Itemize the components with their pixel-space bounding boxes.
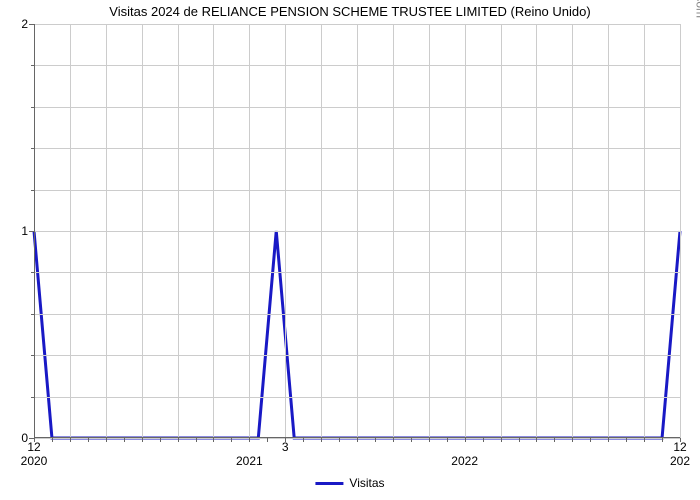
gridline-horizontal (34, 107, 680, 108)
y-axis-line (34, 24, 35, 438)
x-minor-tick-mark (160, 438, 161, 442)
gridline-horizontal (34, 231, 680, 232)
gridline-horizontal (34, 148, 680, 149)
x-minor-tick-mark (519, 438, 520, 442)
gridline-horizontal (34, 190, 680, 191)
x-minor-tick-mark (267, 438, 268, 442)
y-minor-tick-mark (31, 272, 34, 273)
x-minor-tick-mark (554, 438, 555, 442)
x-minor-tick-mark (501, 438, 502, 442)
x-minor-tick-mark (88, 438, 89, 442)
x-minor-tick-mark (536, 438, 537, 442)
x-minor-tick-mark (106, 438, 107, 442)
y-tick-label: 2 (21, 17, 28, 31)
x-minor-tick-mark (608, 438, 609, 442)
x-minor-tick-mark (662, 438, 663, 442)
x-tick-label: 2021 (236, 454, 263, 468)
x-minor-tick-mark (429, 438, 430, 442)
gridline-vertical (680, 24, 681, 438)
gridline-horizontal (34, 397, 680, 398)
gridline-horizontal (34, 314, 680, 315)
y-tick-label: 1 (21, 224, 28, 238)
x-minor-tick-mark (142, 438, 143, 442)
gridline-horizontal (34, 65, 680, 66)
x-minor-tick-mark (375, 438, 376, 442)
x-minor-tick-mark (411, 438, 412, 442)
y-minor-tick-mark (31, 397, 34, 398)
x-minor-tick-mark (178, 438, 179, 442)
x-minor-tick-mark (321, 438, 322, 442)
y-minor-tick-mark (31, 190, 34, 191)
x-minor-tick-mark (213, 438, 214, 442)
y-minor-tick-mark (31, 148, 34, 149)
plot-area: 01212312202020212022202 (34, 24, 680, 438)
y-tick-mark (29, 24, 34, 25)
x-tick-label: 2020 (21, 454, 48, 468)
x-minor-tick-mark (483, 438, 484, 442)
visitas-chart: Visitas 2024 de RELIANCE PENSION SCHEME … (0, 0, 700, 500)
y-minor-tick-mark (31, 355, 34, 356)
legend-swatch (315, 482, 343, 485)
x-minor-tick-mark (124, 438, 125, 442)
x-tick-label: 202 (670, 454, 690, 468)
x-minor-tick-mark (590, 438, 591, 442)
watermark-text: www.datocapital.com (694, 0, 700, 18)
x-minor-tick-mark (357, 438, 358, 442)
gridline-horizontal (34, 355, 680, 356)
x-minor-tick-mark (644, 438, 645, 442)
y-tick-mark (29, 231, 34, 232)
x-minor-tick-label: 12 (673, 440, 686, 454)
x-minor-tick-mark (393, 438, 394, 442)
chart-title: Visitas 2024 de RELIANCE PENSION SCHEME … (0, 4, 700, 19)
chart-legend: Visitas (315, 476, 384, 490)
x-minor-tick-mark (52, 438, 53, 442)
x-minor-tick-mark (303, 438, 304, 442)
x-minor-tick-mark (572, 438, 573, 442)
x-minor-tick-mark (231, 438, 232, 442)
x-minor-tick-mark (447, 438, 448, 442)
x-minor-tick-mark (196, 438, 197, 442)
y-minor-tick-mark (31, 314, 34, 315)
y-minor-tick-mark (31, 107, 34, 108)
x-minor-tick-label: 3 (282, 440, 289, 454)
x-minor-tick-mark (339, 438, 340, 442)
legend-label: Visitas (349, 476, 384, 490)
gridline-horizontal (34, 272, 680, 273)
x-minor-tick-mark (249, 438, 250, 442)
x-tick-label: 2022 (451, 454, 478, 468)
x-minor-tick-mark (465, 438, 466, 442)
x-minor-tick-label: 12 (27, 440, 40, 454)
y-minor-tick-mark (31, 65, 34, 66)
x-minor-tick-mark (70, 438, 71, 442)
gridline-horizontal (34, 24, 680, 25)
x-minor-tick-mark (626, 438, 627, 442)
